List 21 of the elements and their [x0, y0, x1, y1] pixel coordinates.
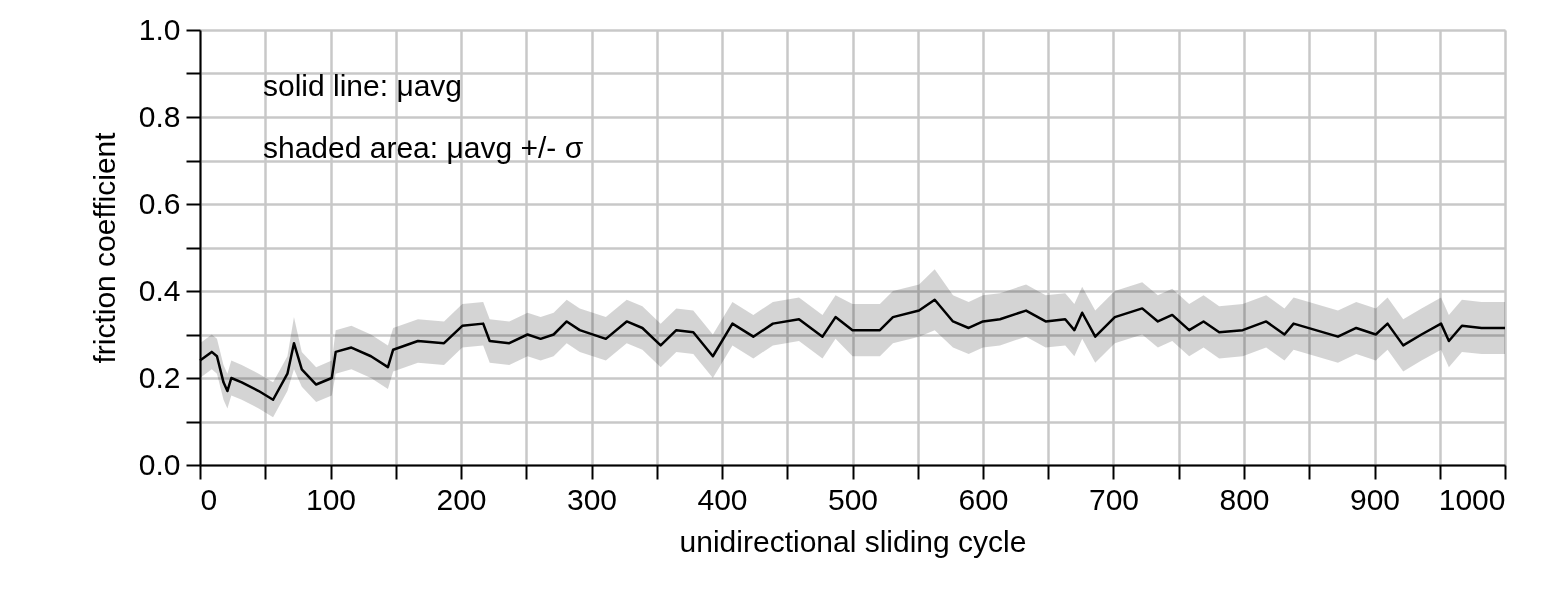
x-tick-label: 500	[827, 482, 879, 516]
x-tick-label: 400	[697, 482, 748, 516]
x-tick-label: 300	[566, 482, 618, 516]
annotation: solid line: μavg	[263, 69, 463, 102]
y-tick-label: 0.6	[138, 186, 181, 220]
x-tick-label: 1000	[1438, 482, 1506, 516]
x-tick-label: 100	[305, 482, 357, 516]
y-tick-label: 1.0	[138, 12, 181, 46]
x-tick-label: 800	[1219, 482, 1270, 516]
y-tick-label: 0.4	[138, 273, 181, 307]
x-axis-title: unidirectional sliding cycle	[679, 524, 1027, 558]
x-tick-label: 900	[1349, 482, 1401, 516]
y-axis-title: friction coefficient	[87, 131, 121, 364]
x-tick-label: 600	[958, 482, 1009, 516]
y-tick-label: 0.2	[138, 360, 181, 394]
y-tick-label: 0.0	[138, 447, 181, 481]
annotation: shaded area: μavg +/- σ	[263, 131, 584, 164]
x-tick-label: 700	[1088, 482, 1140, 516]
y-tick-label: 0.8	[138, 99, 181, 133]
x-tick-label: 200	[436, 482, 487, 516]
x-tick-label: 0	[200, 482, 218, 516]
